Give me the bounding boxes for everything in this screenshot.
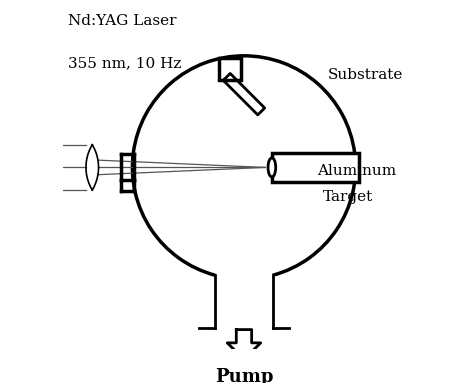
Text: Nd:YAG Laser: Nd:YAG Laser	[68, 14, 176, 28]
Text: Target: Target	[322, 190, 373, 204]
Text: Aluminum: Aluminum	[317, 164, 396, 178]
Bar	[272, 154, 359, 182]
Bar	[219, 57, 241, 80]
Text: Pump: Pump	[215, 368, 273, 383]
Text: 355 nm, 10 Hz: 355 nm, 10 Hz	[68, 56, 181, 70]
Text: Substrate: Substrate	[328, 68, 403, 82]
Ellipse shape	[268, 158, 276, 177]
